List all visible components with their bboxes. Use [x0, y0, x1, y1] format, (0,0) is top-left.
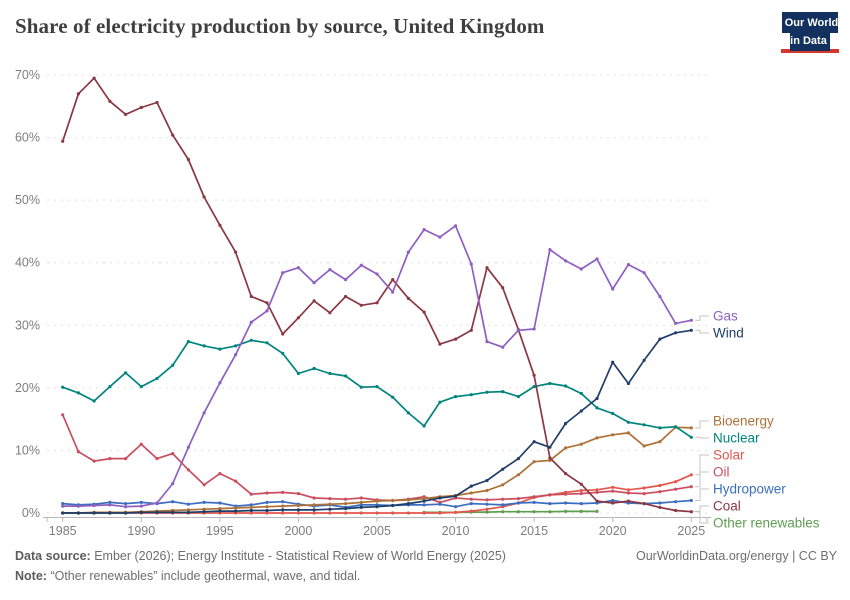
series-line-wind[interactable] [61, 328, 693, 515]
x-tick-label: 2015 [520, 524, 548, 538]
chart-footer: Data source: Ember (2026); Energy Instit… [15, 546, 837, 586]
x-tick-label: 2020 [599, 524, 627, 538]
x-tick-label: 1985 [49, 524, 77, 538]
legend-label-gas[interactable]: Gas [713, 309, 738, 324]
legend-connector [695, 420, 709, 429]
x-tick-label: 2010 [442, 524, 470, 538]
owid-logo-text: Our World in Data [781, 12, 839, 51]
chart-canvas[interactable]: 0% 10% 20% 30% 40% 50% 60% 70% 1985 1990 1995 2000 2… [0, 60, 850, 540]
page-title: Share of electricity production by sourc… [15, 14, 545, 38]
legend-connector [695, 471, 709, 488]
y-tick-label: 60% [15, 131, 40, 145]
note-line: Note: “Other renewables” include geother… [15, 569, 361, 583]
legend-label-wind[interactable]: Wind [713, 326, 744, 341]
x-tick-label: 1995 [206, 524, 234, 538]
x-tick-label: 2005 [363, 524, 391, 538]
x-tick-label: 1990 [127, 524, 155, 538]
legend-connector [695, 488, 709, 501]
chart-header: Share of electricity production by sourc… [0, 0, 850, 60]
series-line-solar[interactable] [61, 473, 693, 515]
legend-connector [688, 510, 709, 524]
legend-connector [695, 454, 709, 476]
y-tick-label: 30% [15, 318, 40, 332]
legend-connector [695, 505, 709, 513]
legend-label-hydropower[interactable]: Hydropower [713, 482, 786, 497]
owid-logo-strip [781, 49, 839, 53]
y-tick-label: 0% [22, 506, 40, 520]
legend-label-bioenergy[interactable]: Bioenergy [713, 414, 774, 429]
series-line-nuclear[interactable] [61, 338, 693, 439]
x-tick-label: 2000 [285, 524, 313, 538]
y-tick-label: 40% [15, 256, 40, 270]
legend-label-other-renewables[interactable]: Other renewables [713, 516, 820, 531]
y-tick-label: 20% [15, 381, 40, 395]
owid-logo[interactable]: Our World in Data [781, 12, 839, 53]
y-tick-label: 70% [15, 68, 40, 82]
legend-label-solar[interactable]: Solar [713, 448, 745, 463]
chart-svg[interactable]: 0% 10% 20% 30% 40% 50% 60% 70% 1985 1990 1995 2000 2… [0, 60, 850, 540]
series-line-gas[interactable] [61, 224, 693, 509]
legend-label-oil[interactable]: Oil [713, 465, 730, 480]
footer-left: Data source: Ember (2026); Energy Instit… [15, 546, 506, 586]
y-tick-label: 50% [15, 193, 40, 207]
legend-connector [695, 315, 709, 321]
y-tick-label: 10% [15, 443, 40, 457]
legend-label-nuclear[interactable]: Nuclear [713, 431, 760, 446]
x-tick-label: 2025 [677, 524, 705, 538]
series-line-coal[interactable] [61, 76, 693, 514]
data-source-line: Data source: Ember (2026); Energy Instit… [15, 549, 506, 563]
legend-connector [695, 436, 709, 439]
legend-connector [695, 329, 709, 334]
owid-license-link[interactable]: OurWorldinData.org/energy | CC BY [635, 549, 837, 563]
legend-label-coal[interactable]: Coal [713, 499, 741, 514]
